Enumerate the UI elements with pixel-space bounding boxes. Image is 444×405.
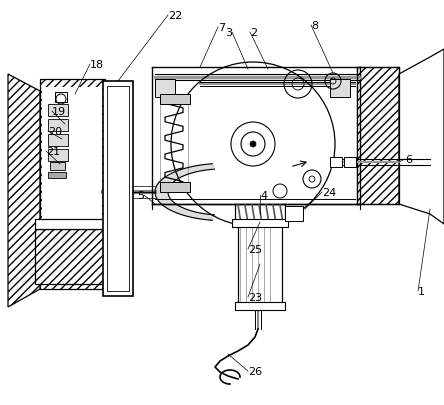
Text: 22: 22 <box>168 11 182 21</box>
Bar <box>238 224 282 304</box>
Text: 19: 19 <box>52 107 66 117</box>
Bar <box>35 230 110 284</box>
Bar <box>330 80 350 98</box>
Bar <box>48 149 68 162</box>
Bar <box>48 120 68 132</box>
Bar <box>232 220 288 228</box>
Polygon shape <box>399 50 444 224</box>
Text: 4: 4 <box>260 190 267 200</box>
Text: 1: 1 <box>418 286 425 296</box>
Bar <box>285 207 303 222</box>
Bar <box>160 95 190 105</box>
Bar <box>42 88 102 243</box>
Text: 24: 24 <box>322 188 336 198</box>
Circle shape <box>250 142 256 148</box>
Bar <box>235 302 285 310</box>
Bar <box>103 82 133 296</box>
Bar <box>40 80 105 289</box>
Text: 25: 25 <box>248 244 262 254</box>
Bar <box>48 173 66 179</box>
Text: 23: 23 <box>248 292 262 302</box>
Bar <box>155 80 175 98</box>
Text: 6: 6 <box>405 155 412 164</box>
Text: 8: 8 <box>311 21 318 31</box>
Text: 2: 2 <box>250 28 257 38</box>
Text: 26: 26 <box>248 366 262 376</box>
Bar <box>48 135 68 147</box>
Polygon shape <box>155 164 214 221</box>
Bar <box>35 220 110 230</box>
Bar <box>55 93 67 103</box>
Text: 5: 5 <box>137 190 144 200</box>
Bar <box>357 68 399 205</box>
Bar <box>160 183 190 192</box>
Text: 7: 7 <box>218 23 225 33</box>
Bar <box>330 158 342 168</box>
Polygon shape <box>8 75 40 307</box>
Text: 21: 21 <box>46 147 60 157</box>
Bar <box>107 87 129 291</box>
Text: 20: 20 <box>48 127 62 136</box>
Bar <box>344 158 356 168</box>
Text: 18: 18 <box>90 60 104 70</box>
Bar <box>48 105 68 117</box>
Bar <box>50 162 65 171</box>
Text: 3: 3 <box>225 28 232 38</box>
